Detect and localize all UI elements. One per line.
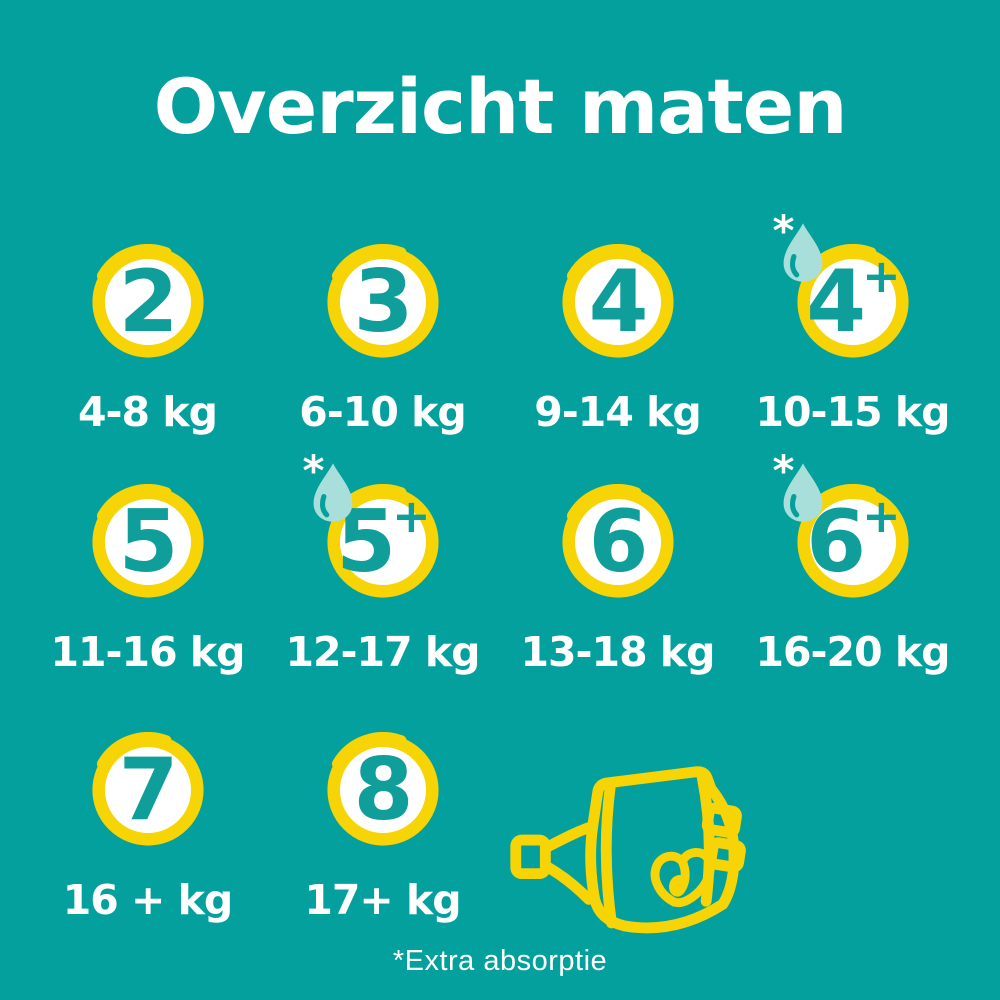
- size-item-5plus: 5 + * 12-17 kg: [265, 450, 500, 700]
- size-item-4plus: 4 + * 10-15 kg: [735, 210, 970, 452]
- diaper-icon: [510, 766, 746, 934]
- yellow-ring-icon: [326, 244, 439, 358]
- droplet-icon: [783, 463, 822, 522]
- weight-label: 11-16 kg: [50, 628, 245, 676]
- yellow-ring-icon: [91, 244, 204, 358]
- yellow-ring-icon: [326, 484, 439, 598]
- yellow-ring-icon: [91, 732, 204, 846]
- size-number-text: 4: [588, 252, 649, 352]
- yellow-ring-icon: [326, 732, 439, 846]
- weight-label: 10-15 kg: [755, 388, 950, 436]
- size-item-6plus: 6 + * 16-20 kg: [735, 450, 970, 700]
- size-item-4: 4 9-14 kg: [500, 212, 735, 452]
- size-number-text: 3: [353, 252, 414, 352]
- asterisk-marker: *: [772, 206, 795, 255]
- size-item-5: 5 11-16 kg: [30, 452, 265, 700]
- size-number-text: 6: [588, 492, 649, 592]
- size-number: 3: [325, 244, 441, 360]
- size-circle: 5 + *: [303, 450, 441, 600]
- size-number: 7: [90, 732, 206, 848]
- asterisk-marker: *: [772, 446, 795, 495]
- yellow-ring-icon: [561, 484, 674, 598]
- size-number-text: 8: [353, 740, 414, 840]
- weight-label: 9-14 kg: [534, 388, 701, 436]
- weight-label: 13-18 kg: [520, 628, 715, 676]
- size-item-8: 8 17+ kg: [265, 700, 500, 950]
- droplet-icon: [783, 223, 822, 282]
- page-title: Overzicht maten: [153, 62, 848, 151]
- yellow-ring-icon: [91, 484, 204, 598]
- size-circle: 3: [325, 244, 441, 360]
- asterisk-marker: *: [302, 446, 325, 495]
- weight-label: 4-8 kg: [78, 388, 218, 436]
- size-circle: 6: [560, 484, 676, 600]
- size-number: 5 +: [325, 484, 441, 600]
- size-number-text: 5: [118, 492, 179, 592]
- yellow-ring-icon: [796, 244, 909, 358]
- size-circle: 4: [560, 244, 676, 360]
- size-number: 8: [325, 732, 441, 848]
- weight-label: 17+ kg: [304, 876, 461, 924]
- size-number-text: 7: [118, 740, 179, 840]
- plus-sign: +: [862, 249, 901, 303]
- weight-label: 6-10 kg: [299, 388, 466, 436]
- size-number: 2: [90, 244, 206, 360]
- size-circle: 4 + *: [773, 210, 911, 360]
- weight-label: 12-17 kg: [285, 628, 480, 676]
- plus-sign: +: [862, 489, 901, 543]
- size-number: 6: [560, 484, 676, 600]
- size-circle: 6 + *: [773, 450, 911, 600]
- size-item-6: 6 13-18 kg: [500, 452, 735, 700]
- size-number-text: 2: [118, 252, 179, 352]
- size-item-2: 2 4-8 kg: [30, 212, 265, 452]
- plus-sign: +: [392, 489, 431, 543]
- size-item-7: 7 16 + kg: [30, 700, 265, 950]
- sizes-grid: 2 4-8 kg 3 6-10 kg 4 9-14 kg: [30, 210, 970, 950]
- weight-label: 16-20 kg: [755, 628, 950, 676]
- footnote: *Extra absorptie: [392, 945, 608, 977]
- yellow-ring-icon: [561, 244, 674, 358]
- droplet-icon: [313, 463, 352, 522]
- size-circle: 5: [90, 484, 206, 600]
- size-item-3: 3 6-10 kg: [265, 212, 500, 452]
- size-number: 4: [560, 244, 676, 360]
- diaper-illustration: [500, 700, 970, 950]
- size-number: 5: [90, 484, 206, 600]
- weight-label: 16 + kg: [62, 876, 234, 924]
- size-circle: 2: [90, 244, 206, 360]
- size-circle: 8: [325, 732, 441, 848]
- size-circle: 7: [90, 732, 206, 848]
